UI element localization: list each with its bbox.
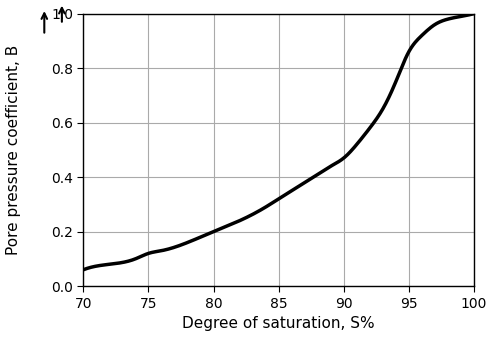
X-axis label: Degree of saturation, S%: Degree of saturation, S% — [182, 316, 375, 331]
Text: Pore pressure coefficient, B: Pore pressure coefficient, B — [5, 45, 21, 255]
